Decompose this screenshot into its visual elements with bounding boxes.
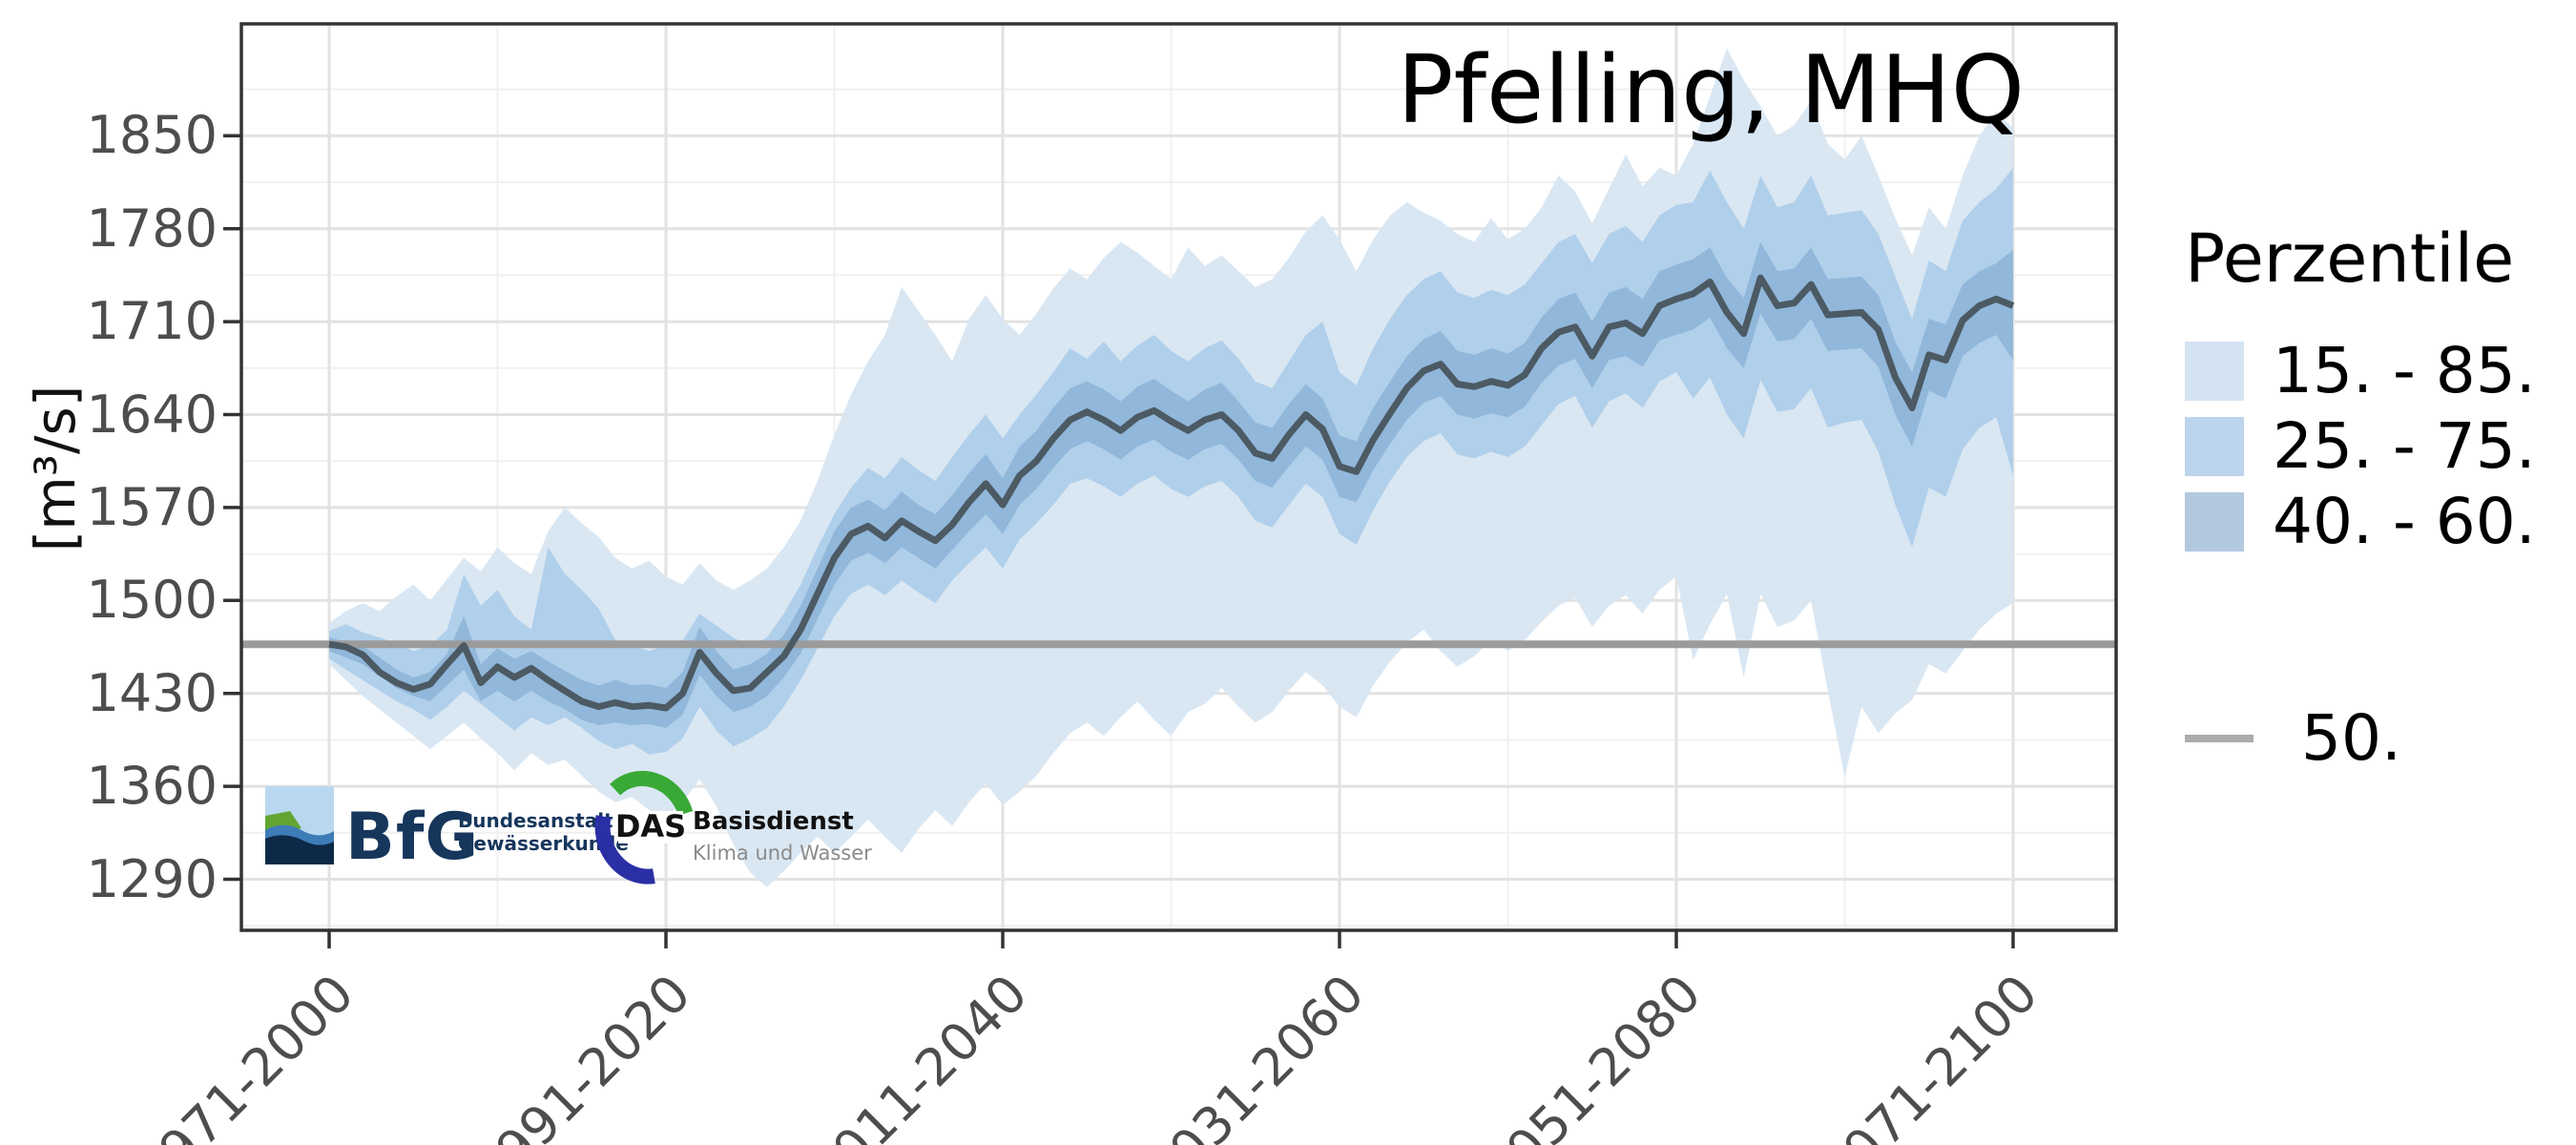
legend: Perzentile 15. - 85. 25. - 75. 40. - 60.… bbox=[2185, 219, 2536, 775]
y-tick-label-1290: 1290 bbox=[86, 848, 218, 909]
y-tick-label-1850: 1850 bbox=[86, 105, 218, 166]
das-logo-icon: DAS bbox=[594, 770, 694, 885]
y-tick-label-1710: 1710 bbox=[86, 291, 218, 352]
legend-item-15-85: 15. - 85. bbox=[2185, 334, 2536, 407]
y-tick-label-1430: 1430 bbox=[86, 662, 218, 723]
bfg-logo-icon bbox=[265, 786, 334, 864]
legend-median-line-swatch bbox=[2185, 734, 2254, 742]
legend-item-50: 50. bbox=[2185, 701, 2536, 775]
legend-item-label: 40. - 60. bbox=[2273, 485, 2536, 558]
y-tick-label-1570: 1570 bbox=[86, 476, 218, 537]
panel-border bbox=[239, 22, 2118, 932]
y-tick-label-1360: 1360 bbox=[86, 756, 218, 817]
das-logo-subtitle: Klima und Wasser bbox=[693, 842, 872, 864]
ribbon-p40-p60 bbox=[329, 241, 2013, 728]
das-logo-name: Basisdienst bbox=[693, 807, 854, 836]
das-logo-abbr: DAS bbox=[615, 808, 686, 844]
legend-item-40-60: 40. - 60. bbox=[2185, 485, 2536, 558]
legend-swatch-25-75 bbox=[2185, 416, 2244, 476]
legend-item-label: 50. bbox=[2301, 701, 2401, 775]
ribbon-p25-p75 bbox=[329, 167, 2013, 755]
y-tick-label-1500: 1500 bbox=[86, 570, 218, 631]
legend-title: Perzentile bbox=[2185, 219, 2515, 298]
legend-swatch-40-60 bbox=[2185, 491, 2244, 552]
bfg-logo-abbr: BfG bbox=[345, 800, 480, 875]
plot-title: Pfelling, MHQ bbox=[1397, 36, 2025, 145]
legend-item-label: 15. - 85. bbox=[2273, 334, 2536, 407]
y-tick-label-1640: 1640 bbox=[86, 384, 218, 445]
legend-item-label: 25. - 75. bbox=[2273, 409, 2536, 483]
y-tick-label-1780: 1780 bbox=[86, 198, 218, 259]
y-axis-title: [m³/s] bbox=[23, 385, 88, 552]
median-line bbox=[328, 274, 2015, 712]
legend-item-25-75: 25. - 75. bbox=[2185, 409, 2536, 483]
legend-swatch-15-85 bbox=[2185, 341, 2244, 401]
